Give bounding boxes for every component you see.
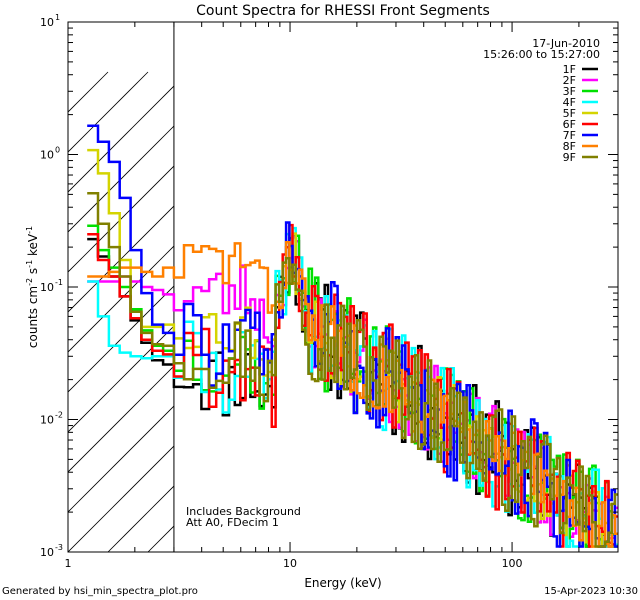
series-line-7F (87, 124, 618, 548)
hatch-line (68, 285, 174, 393)
y-tick-exponent: -2 (55, 411, 63, 420)
legend-label-2F: 2F (563, 74, 576, 87)
footer-generated-by: Generated by hsi_min_spectra_plot.pro (2, 586, 198, 597)
legend-label-5F: 5F (563, 107, 576, 120)
hatch-line (68, 245, 174, 353)
legend-label-9F: 9F (563, 151, 576, 164)
hatch-line (68, 445, 174, 552)
chart-title: Count Spectra for RHESSI Front Segments (196, 3, 490, 19)
hatch-line (68, 205, 174, 313)
y-tick-label: 10 (40, 16, 54, 29)
y-tick-label: 10 (40, 414, 54, 427)
legend-label-3F: 3F (563, 85, 576, 98)
x-tick-label: 1 (65, 557, 72, 570)
x-tick-label: 10 (283, 557, 297, 570)
hatch-line (68, 125, 174, 233)
hatch-line (68, 71, 109, 113)
annotation-background: Includes Background (186, 505, 301, 518)
legend-label-4F: 4F (563, 96, 576, 109)
legend-label-7F: 7F (563, 129, 576, 142)
legend-label-1F: 1F (563, 63, 576, 76)
series-line-6F (87, 223, 618, 548)
legend-label-8F: 8F (563, 140, 576, 153)
hatch-line (68, 71, 149, 153)
x-tick-label: 100 (502, 557, 523, 570)
y-tick-exponent: -3 (55, 543, 63, 552)
x-axis-label: Energy (keV) (304, 576, 381, 590)
hatch-line (68, 405, 174, 513)
hatch-line (0, 72, 28, 552)
annotation-attenuator: Att A0, FDecim 1 (186, 516, 279, 529)
hatch-line (68, 365, 174, 473)
y-tick-exponent: 1 (55, 13, 60, 22)
legend-label-6F: 6F (563, 118, 576, 131)
y-tick-label: 10 (40, 281, 54, 294)
y-tick-exponent: -1 (55, 278, 63, 287)
y-tick-label: 10 (40, 546, 54, 559)
footer-timestamp: 15-Apr-2023 10:30 (544, 586, 638, 597)
y-axis-label: counts cm-2 s-1 keV-1 (25, 226, 40, 348)
series-line-9F (87, 191, 618, 548)
legend-time-range: 15:26:00 to 15:27:00 (483, 48, 600, 61)
y-tick-exponent: 0 (55, 146, 60, 155)
y-tick-label: 10 (40, 149, 54, 162)
legend-date: 17-Jun-2010 (532, 37, 600, 50)
